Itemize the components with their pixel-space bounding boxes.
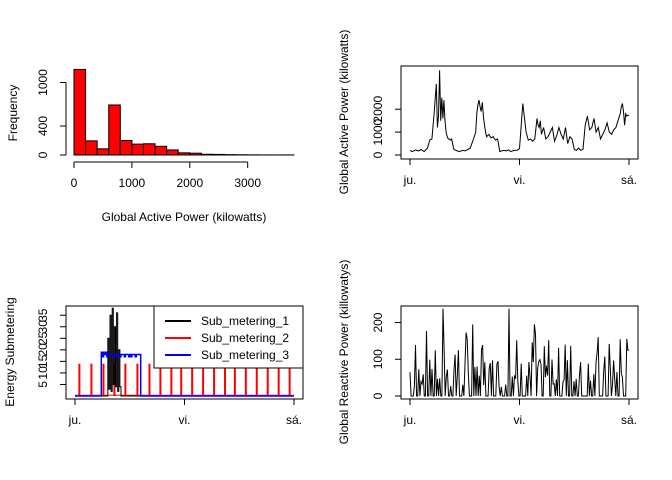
submetering-x-axis: ju. vi. sá. <box>68 398 302 427</box>
gap-y-tick-label: 2000 <box>371 96 385 123</box>
legend-label-sub-metering-1: Sub_metering_1 <box>201 314 289 328</box>
sub-metering-3-line <box>75 351 294 397</box>
histogram-bars <box>73 68 295 156</box>
histogram-bar <box>108 104 121 156</box>
histogram-y-label: Frequency <box>6 85 20 142</box>
histogram-x-axis: 0 1000 2000 3000 <box>71 161 261 190</box>
histogram-bar <box>166 149 179 156</box>
active-power-x-axis: ju. vi. sá. <box>403 158 637 187</box>
reactive-power-panel: ju. vi. sá. 0 100 200 Global Reactive Power … <box>337 260 639 445</box>
submetering-series <box>75 307 294 397</box>
gap-x-tick-label: ju. <box>403 173 417 187</box>
grp-x-tick-label: vi. <box>514 413 526 427</box>
sub-y-tick-label: 10 <box>36 366 50 380</box>
reactive-power-series <box>409 308 630 397</box>
sub-y-tick-label: 30 <box>36 320 50 334</box>
histogram-bar <box>131 143 144 156</box>
histogram-x-tick-label: 3000 <box>234 176 261 190</box>
sub-x-tick-label: sá. <box>286 413 302 427</box>
histogram-x-label: Global Active Power (kilowatts) <box>102 210 267 224</box>
histogram-bar <box>119 140 133 156</box>
reactive-power-line <box>409 308 630 397</box>
histogram-x-tick-label: 2000 <box>176 176 203 190</box>
submetering-legend: Sub_metering_1 Sub_metering_2 Sub_meteri… <box>153 305 304 369</box>
grp-y-tick-label: 100 <box>371 349 385 369</box>
gap-y-tick-label: 1000 <box>371 118 385 145</box>
gap-x-tick-label: sá. <box>621 173 637 187</box>
histogram-bar <box>73 68 87 156</box>
active-power-y-label: Global Active Power (kilowatts) <box>337 30 351 195</box>
grp-x-tick-label: sá. <box>621 413 637 427</box>
histogram-bar <box>142 143 156 156</box>
sub-y-tick-label: 5 <box>36 381 50 388</box>
histogram-bar <box>85 140 98 156</box>
sub-y-tick-label: 35 <box>36 308 50 322</box>
submetering-y-label: Energy Submetering <box>3 297 17 406</box>
sub-y-tick-label: 25 <box>36 331 50 345</box>
grp-y-tick-label: 0 <box>371 392 385 399</box>
active-power-series <box>409 70 630 153</box>
legend-label-sub-metering-2: Sub_metering_2 <box>201 331 289 345</box>
reactive-power-y-label: Global Reactive Power (killowatys) <box>337 260 351 445</box>
histogram-y-tick-label: 0 <box>36 151 50 158</box>
sub-y-tick-label: 20 <box>36 343 50 357</box>
reactive-power-x-axis: ju. vi. sá. <box>403 398 637 427</box>
histogram-bar <box>189 152 202 156</box>
histogram-x-tick-label: 1000 <box>119 176 146 190</box>
reactive-power-y-axis: 0 100 200 <box>371 312 402 399</box>
histogram-y-axis: 0 400 1000 <box>36 69 67 158</box>
histogram-bar <box>200 153 214 156</box>
grp-y-tick-label: 200 <box>371 312 385 332</box>
histogram-x-tick-label: 0 <box>71 176 78 190</box>
gap-x-tick-label: vi. <box>514 173 526 187</box>
histogram-panel: 0 1000 2000 3000 0 400 1000 Global Active Pow… <box>6 68 295 224</box>
histogram-bar <box>177 152 191 156</box>
sub-x-tick-label: ju. <box>68 413 82 427</box>
histogram-bar <box>96 148 110 156</box>
histogram-y-tick-label: 400 <box>36 116 50 136</box>
legend-label-sub-metering-3: Sub_metering_3 <box>201 348 289 362</box>
sub-y-tick-label: 15 <box>36 354 50 368</box>
histogram-y-tick-label: 1000 <box>36 69 50 96</box>
grp-x-tick-label: ju. <box>403 413 417 427</box>
sub-x-tick-label: vi. <box>179 413 191 427</box>
histogram-bar <box>212 153 226 156</box>
histogram-bar <box>154 145 168 156</box>
active-power-line <box>409 70 630 153</box>
gap-y-tick-label: 0 <box>371 151 385 158</box>
